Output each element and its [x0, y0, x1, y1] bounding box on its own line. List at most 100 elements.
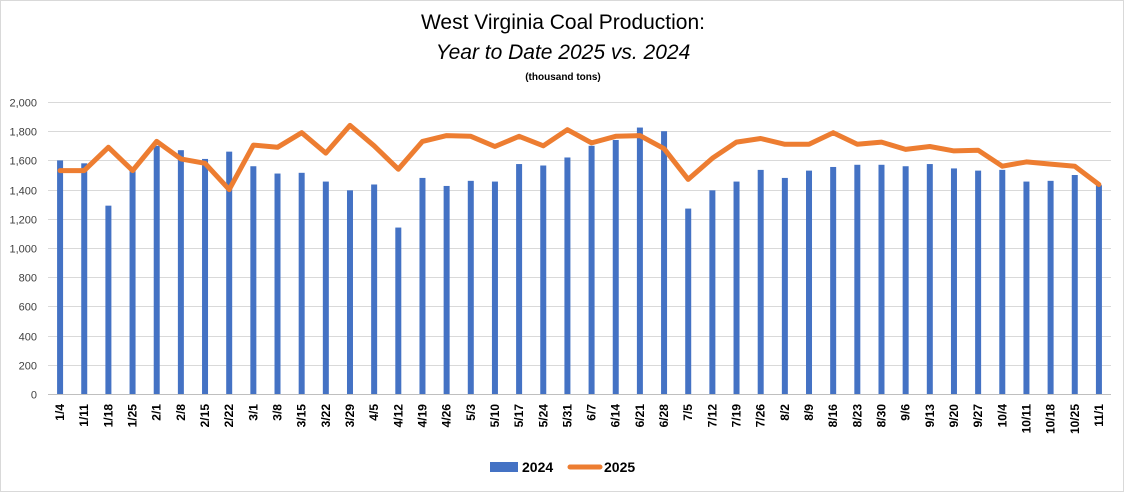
- bar-2024: [709, 190, 716, 394]
- x-tick-label: 7/19: [730, 404, 744, 428]
- bar-2024: [806, 170, 813, 394]
- legend-label-2024: 2024: [522, 459, 553, 475]
- x-tick-label: 8/23: [850, 404, 864, 428]
- x-tick-label: 8/16: [826, 404, 840, 428]
- bar-2024: [516, 164, 523, 394]
- x-tick-label: 10/25: [1068, 404, 1082, 434]
- bar-2024: [274, 173, 281, 394]
- bar-2024: [757, 169, 764, 394]
- bar-2024: [226, 151, 233, 394]
- x-tick-label: 3/22: [319, 404, 333, 428]
- y-tick-label: 400: [19, 332, 37, 344]
- x-tick-label: 3/29: [343, 404, 357, 428]
- bar-2024: [999, 169, 1006, 394]
- x-tick-label: 4/12: [391, 404, 405, 428]
- bar-2024: [733, 181, 740, 394]
- bar-2024: [926, 164, 933, 394]
- x-tick-label: 8/30: [874, 404, 888, 428]
- y-tick-label: 800: [19, 273, 37, 285]
- bar-2024: [250, 166, 257, 394]
- bar-2024: [419, 177, 426, 394]
- x-tick-label: 4/5: [367, 404, 381, 421]
- gridlines: [48, 102, 1111, 395]
- x-tick-label: 6/21: [633, 404, 647, 428]
- bar-2024: [81, 163, 88, 394]
- x-tick-label: 5/10: [488, 404, 502, 428]
- y-tick-label: 1,800: [9, 127, 37, 139]
- x-tick-label: 7/12: [705, 404, 719, 428]
- chart-unit-note: (thousand tons): [525, 72, 601, 83]
- y-axis: 0 200 400 600 800 1,000 1,200 1,400 1,600 1,800 2,…: [9, 98, 37, 402]
- bar-2024: [781, 177, 788, 394]
- series-line-2025: [57, 122, 1102, 193]
- legend-label-2025: 2025: [604, 459, 635, 475]
- y-tick-label: 600: [19, 302, 37, 314]
- bar-2024: [854, 164, 861, 394]
- bar-2024: [902, 166, 909, 394]
- bar-2024: [1047, 180, 1054, 394]
- x-tick-label: 1/18: [101, 404, 115, 428]
- bar-2024: [57, 160, 64, 394]
- bar-2024: [612, 139, 619, 394]
- bar-2024: [950, 168, 957, 394]
- bar-2024: [105, 205, 112, 394]
- bar-2024: [1023, 181, 1030, 394]
- x-tick-label: 9/20: [947, 404, 961, 428]
- y-tick-label: 1,000: [9, 244, 37, 256]
- bar-2024: [395, 227, 402, 394]
- x-tick-label: 2/8: [174, 404, 188, 421]
- bar-2024: [636, 127, 643, 395]
- y-tick-label: 200: [19, 361, 37, 373]
- x-tick-label: 4/26: [440, 404, 454, 428]
- x-tick-label: 9/27: [971, 404, 985, 428]
- bar-2024: [153, 145, 160, 394]
- bar-2024: [830, 166, 837, 394]
- bar-2024: [878, 164, 885, 394]
- x-tick-label: 10/4: [995, 404, 1009, 428]
- x-tick-label: 1/25: [126, 404, 140, 428]
- chart-subtitle: Year to Date 2025 vs. 2024: [435, 41, 691, 64]
- legend-swatch-2024: [490, 462, 518, 472]
- x-tick-label: 6/28: [657, 404, 671, 428]
- legend: 2024 2025: [490, 459, 635, 475]
- x-tick-label: 8/2: [778, 404, 792, 421]
- x-tick-label: 7/5: [681, 404, 695, 421]
- x-tick-label: 2/22: [222, 404, 236, 428]
- bar-2024: [467, 180, 474, 394]
- x-tick-label: 2/15: [198, 404, 212, 428]
- bar-2024: [661, 131, 668, 394]
- x-tick-label: 10/18: [1044, 404, 1058, 434]
- x-tick-label: 8/9: [802, 404, 816, 421]
- x-tick-label: 7/26: [754, 404, 768, 428]
- y-tick-label: 1,600: [9, 156, 37, 168]
- bar-2024: [177, 150, 184, 394]
- x-tick-label: 10/11: [1019, 404, 1033, 434]
- x-tick-label: 1/4: [53, 404, 67, 421]
- y-tick-label: 0: [31, 390, 37, 402]
- x-tick-label: 11/1: [1092, 404, 1106, 427]
- x-tick-label: 6/7: [585, 404, 599, 421]
- bar-series-2024: [57, 127, 1102, 395]
- bar-2024: [371, 184, 378, 394]
- x-tick-label: 6/14: [609, 404, 623, 428]
- x-tick-label: 5/3: [464, 404, 478, 421]
- y-tick-label: 2,000: [9, 98, 37, 110]
- bar-2024: [1071, 175, 1078, 394]
- x-tick-label: 5/24: [536, 404, 550, 428]
- x-axis: 1/4 1/11 1/18 1/25 2/1 2/8 2/15 2/22 3/1 3/8 3/15 3…: [53, 404, 1106, 434]
- x-tick-label: 5/31: [560, 404, 574, 428]
- x-tick-label: 3/15: [295, 404, 309, 428]
- bar-2024: [346, 190, 353, 394]
- bar-2024: [443, 185, 450, 394]
- line-series-2025: [57, 122, 1102, 193]
- bar-2024: [564, 157, 571, 394]
- bar-2024: [322, 181, 329, 394]
- bar-2024: [129, 169, 136, 394]
- y-tick-label: 1,400: [9, 186, 37, 198]
- x-tick-label: 3/1: [246, 404, 260, 421]
- bar-2024: [491, 181, 498, 394]
- x-tick-label: 4/19: [415, 404, 429, 428]
- x-tick-label: 3/8: [271, 404, 285, 421]
